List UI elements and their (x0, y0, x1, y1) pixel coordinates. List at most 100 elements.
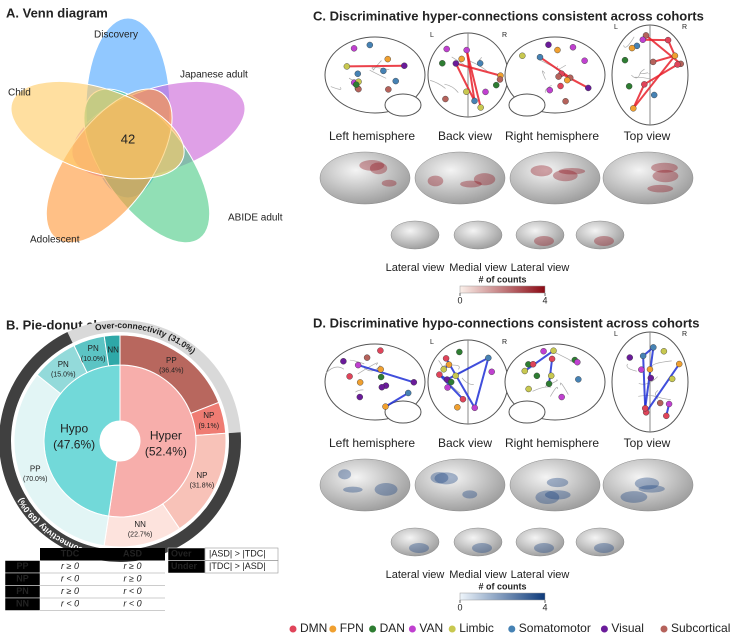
colorbar (459, 285, 546, 294)
table-cell: r ≥ 0 (61, 586, 79, 596)
hemisphere-label: L (430, 339, 434, 346)
node (392, 77, 399, 85)
surface-patch (534, 543, 554, 553)
node (569, 44, 577, 51)
middle-label: NN (107, 345, 119, 354)
node (638, 366, 645, 373)
table-cell: r ≥ 0 (61, 561, 79, 571)
view-label: Lateral view (511, 569, 570, 581)
table-cell: r < 0 (123, 599, 141, 609)
surface-patch (338, 469, 352, 480)
node (639, 352, 647, 360)
legend-label: Somatomotor (519, 621, 591, 635)
connection (524, 349, 555, 372)
connection (384, 392, 409, 408)
table-cell: r < 0 (61, 599, 79, 609)
subcortical-surface (575, 527, 625, 557)
table-row-head: PP (16, 561, 28, 571)
sulcus (626, 363, 637, 372)
subcortical-surface (575, 220, 625, 250)
venn-intersection: 42 (121, 131, 135, 146)
sulcus (640, 68, 649, 75)
node (558, 393, 565, 401)
node (665, 400, 673, 408)
surface-patch (473, 173, 496, 186)
surface-patch (544, 490, 571, 500)
node (676, 360, 683, 368)
surface-patch (652, 169, 679, 183)
node (521, 367, 528, 375)
node (343, 63, 351, 70)
glass-brain (611, 24, 689, 126)
surface-patch (535, 490, 560, 505)
node (477, 104, 484, 111)
node (529, 361, 537, 368)
node (525, 385, 532, 393)
node (536, 53, 544, 61)
legend-marker (600, 625, 608, 633)
node (664, 36, 672, 44)
middle-label: PP (30, 464, 41, 473)
cerebellum (384, 400, 422, 424)
surface-patch (552, 169, 578, 182)
connection (539, 56, 571, 79)
node (575, 376, 582, 383)
view-label: Top view (624, 129, 671, 143)
outer-slice (67, 320, 241, 434)
legend-label: Visual (611, 621, 643, 635)
surface-patch (534, 236, 554, 246)
cortical-surface (509, 151, 601, 205)
legend-marker (369, 625, 377, 633)
node (625, 83, 633, 90)
node (656, 399, 664, 407)
node (650, 344, 657, 351)
inner-label: Hyper (150, 429, 182, 443)
hemisphere-label: R (502, 339, 507, 346)
table-header: ASD (123, 549, 143, 559)
node (463, 88, 470, 95)
sulcus (541, 70, 546, 80)
surface-patch (462, 490, 478, 499)
sulcus (544, 85, 552, 93)
sulcus (550, 386, 559, 397)
surface-patch (472, 543, 492, 553)
middle-label: NN (134, 520, 146, 529)
surface-patch (647, 184, 674, 193)
cerebellum (508, 400, 546, 424)
node (356, 393, 364, 401)
node (548, 355, 556, 363)
subcortical-surface (515, 527, 565, 557)
node (456, 348, 463, 356)
inner-value-label: (52.4%) (145, 445, 187, 459)
glass-brain (611, 331, 689, 433)
node (405, 389, 412, 397)
view-label: Medial view (449, 262, 507, 274)
connection (652, 54, 676, 63)
surface-patch (381, 179, 397, 187)
node (581, 57, 588, 64)
connection (632, 55, 676, 109)
panel-title: A. Venn diagram (6, 5, 108, 20)
node (630, 105, 637, 112)
node (442, 355, 450, 362)
connection (642, 355, 647, 409)
connection (455, 62, 501, 77)
view-label: Back view (438, 129, 492, 143)
node (401, 62, 408, 69)
node (550, 347, 557, 354)
node (540, 348, 547, 355)
node (340, 358, 347, 365)
node (639, 36, 647, 43)
surface-patch (427, 175, 444, 187)
view-label: Left hemisphere (329, 436, 415, 450)
node (668, 375, 676, 383)
middle-label: NP (196, 471, 207, 480)
node (356, 379, 364, 386)
panel-title: C. Discriminative hyper-connections cons… (313, 8, 704, 23)
legend-marker (329, 625, 337, 633)
node (346, 373, 353, 380)
venn-set-label: ABIDE adult (228, 213, 283, 224)
connection (643, 63, 679, 86)
cortical-surface (319, 151, 411, 205)
colorbar-tick-label: 0 (457, 295, 462, 305)
